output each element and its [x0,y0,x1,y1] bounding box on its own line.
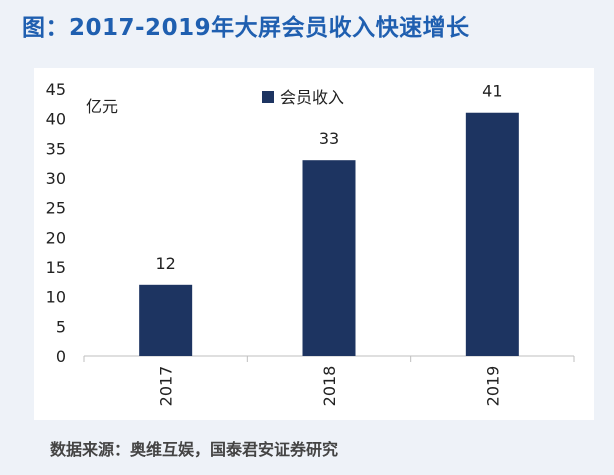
data-label-2019: 41 [482,82,502,101]
x-tick-label-2018: 2018 [320,366,339,407]
x-tick-label-2019: 2019 [483,366,502,407]
y-axis: 0 5 10 15 20 25 30 35 40 45 [46,80,66,366]
bars [139,112,519,356]
legend-label: 会员收入 [280,88,344,107]
y-tick-label: 20 [46,228,66,247]
y-tick-label: 10 [46,288,66,307]
source-note: 数据来源：奥维互娱，国泰君安证券研究 [50,440,339,459]
bar-2018 [302,160,356,356]
y-tick-label: 0 [56,347,66,366]
bar-2017 [139,284,193,356]
bar-chart: 0 5 10 15 20 25 30 35 40 45 12 33 41 2017 2018 2019 亿… [46,80,575,407]
y-tick-label: 5 [56,317,66,336]
y-tick-label: 40 [46,110,66,129]
data-label-2017: 12 [155,254,175,273]
bar-2019 [465,112,519,356]
x-tick-label-2017: 2017 [157,366,176,407]
data-labels: 12 33 41 [155,82,502,273]
x-axis: 2017 2018 2019 [83,356,575,407]
y-tick-label: 45 [46,80,66,99]
legend-swatch [262,91,274,103]
chart-card: 0 5 10 15 20 25 30 35 40 45 12 33 41 2017 2018 2019 亿… [34,68,594,420]
page-title: 图：2017-2019年大屏会员收入快速增长 [22,15,470,41]
y-tick-label: 30 [46,169,66,188]
y-tick-label: 15 [46,258,66,277]
y-tick-label: 35 [46,139,66,158]
unit-label: 亿元 [86,97,118,116]
y-tick-label: 25 [46,199,66,218]
data-label-2018: 33 [319,129,339,148]
